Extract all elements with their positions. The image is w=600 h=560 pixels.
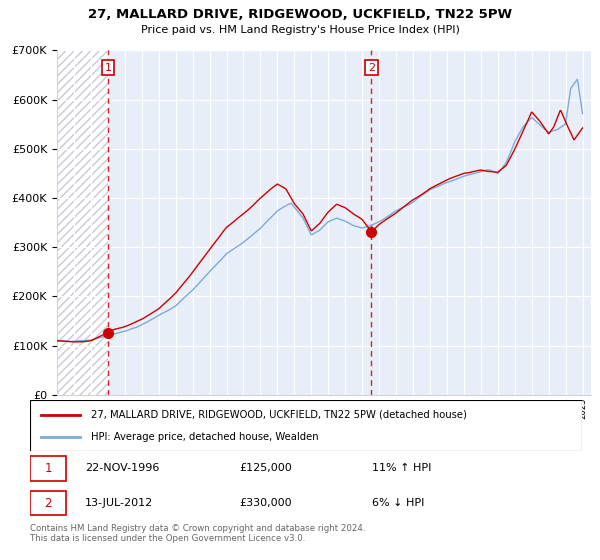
Text: 2: 2: [368, 63, 375, 73]
Bar: [57, 50, 108, 395]
Text: Price paid vs. HM Land Registry's House Price Index (HPI): Price paid vs. HM Land Registry's House …: [140, 25, 460, 35]
Text: £330,000: £330,000: [240, 498, 292, 508]
Text: 13-JUL-2012: 13-JUL-2012: [85, 498, 154, 508]
Text: 11% ↑ HPI: 11% ↑ HPI: [372, 464, 431, 473]
Text: 27, MALLARD DRIVE, RIDGEWOOD, UCKFIELD, TN22 5PW: 27, MALLARD DRIVE, RIDGEWOOD, UCKFIELD, …: [88, 8, 512, 21]
Text: 6% ↓ HPI: 6% ↓ HPI: [372, 498, 425, 508]
Bar: [30, 456, 66, 480]
Text: 1: 1: [44, 462, 52, 475]
Text: £125,000: £125,000: [240, 464, 293, 473]
Text: 2: 2: [44, 497, 52, 510]
Text: 27, MALLARD DRIVE, RIDGEWOOD, UCKFIELD, TN22 5PW (detached house): 27, MALLARD DRIVE, RIDGEWOOD, UCKFIELD, …: [91, 409, 467, 419]
Bar: [30, 491, 66, 515]
Text: HPI: Average price, detached house, Wealden: HPI: Average price, detached house, Weal…: [91, 432, 319, 442]
Text: Contains HM Land Registry data © Crown copyright and database right 2024.
This d: Contains HM Land Registry data © Crown c…: [30, 524, 365, 543]
Text: 22-NOV-1996: 22-NOV-1996: [85, 464, 160, 473]
Bar: [57, 50, 108, 395]
Text: 1: 1: [104, 63, 112, 73]
